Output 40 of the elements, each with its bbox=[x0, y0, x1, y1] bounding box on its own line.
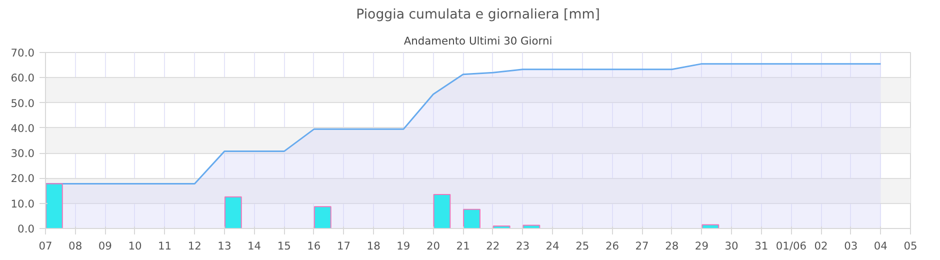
y-tick-label: 40.0 bbox=[10, 122, 35, 135]
x-tick-label: 01/06 bbox=[776, 240, 807, 252]
x-tick-label: 15 bbox=[277, 240, 291, 252]
x-tick-label: 10 bbox=[128, 240, 142, 252]
y-tick-label: 30.0 bbox=[10, 147, 35, 160]
x-tick-label: 20 bbox=[426, 240, 440, 252]
y-tick-label: 0.0 bbox=[18, 222, 35, 236]
x-tick-label: 14 bbox=[248, 240, 262, 252]
x-tick-label: 09 bbox=[98, 240, 112, 252]
x-tick-label: 23 bbox=[516, 240, 530, 252]
x-tick-label: 18 bbox=[366, 240, 381, 252]
x-tick-label: 31 bbox=[754, 240, 768, 252]
x-tick-label: 07 bbox=[38, 240, 52, 252]
x-tick-label: 25 bbox=[576, 240, 590, 252]
x-tick-label: 22 bbox=[486, 240, 500, 252]
x-tick-label: 05 bbox=[904, 240, 918, 252]
y-tick-label: 60.0 bbox=[10, 72, 35, 85]
chart-title: Pioggia cumulata e giornaliera [mm] bbox=[356, 8, 600, 22]
y-tick-label: 50.0 bbox=[10, 96, 35, 110]
x-tick-label: 19 bbox=[396, 240, 410, 252]
x-tick-label: 26 bbox=[605, 240, 620, 252]
x-tick-label: 11 bbox=[158, 240, 172, 252]
x-tick-label: 02 bbox=[814, 240, 828, 252]
x-tick-label: 29 bbox=[694, 240, 709, 252]
chart-subtitle: Andamento Ultimi 30 Giorni bbox=[404, 34, 552, 48]
x-tick-label: 17 bbox=[336, 240, 351, 252]
x-tick-label: 04 bbox=[874, 240, 888, 252]
y-tick-label: 20.0 bbox=[10, 172, 35, 186]
x-tick-label: 27 bbox=[635, 240, 649, 252]
x-tick-label: 21 bbox=[456, 240, 470, 252]
x-tick-label: 16 bbox=[307, 240, 321, 252]
x-tick-label: 13 bbox=[218, 240, 232, 252]
x-tick-label: 30 bbox=[724, 240, 739, 252]
x-tick-label: 24 bbox=[546, 240, 560, 252]
x-tick-label: 08 bbox=[68, 240, 82, 252]
y-tick-label: 10.0 bbox=[10, 197, 35, 210]
y-tick-label: 70.0 bbox=[10, 46, 35, 60]
x-tick-label: 28 bbox=[665, 240, 679, 252]
x-tick-label: 12 bbox=[188, 240, 202, 252]
x-tick-label: 03 bbox=[844, 240, 858, 252]
